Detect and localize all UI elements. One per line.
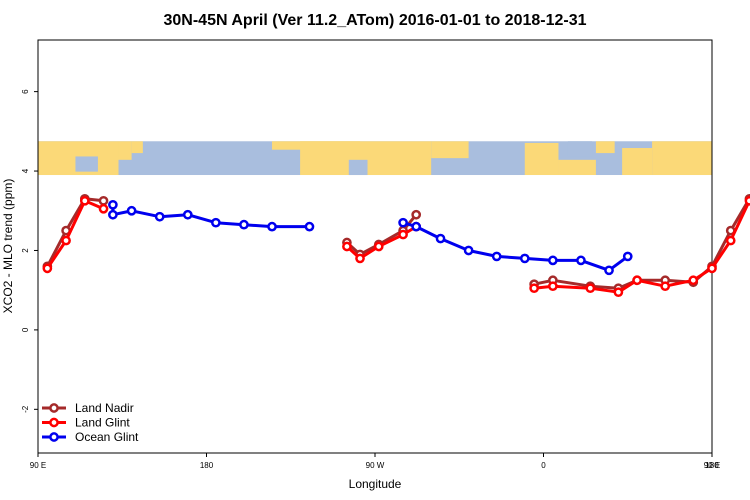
data-point xyxy=(398,229,408,240)
series-line xyxy=(533,199,750,294)
data-point xyxy=(211,217,221,228)
world-map-strip xyxy=(38,141,712,176)
map-land xyxy=(431,141,469,159)
x-tick-label: 90 E xyxy=(30,461,46,470)
data-point xyxy=(411,209,422,220)
data-point xyxy=(725,235,736,246)
data-point xyxy=(355,253,365,264)
data-point xyxy=(154,211,165,222)
map-land xyxy=(524,142,559,176)
data-point xyxy=(519,253,530,264)
data-point xyxy=(108,199,118,210)
data-point xyxy=(98,195,109,206)
y-tick-label: 4 xyxy=(21,168,30,173)
map-bay xyxy=(348,159,368,176)
map-land xyxy=(622,148,653,176)
data-point xyxy=(239,219,249,230)
data-point xyxy=(744,195,750,206)
data-point xyxy=(79,195,90,206)
data-point xyxy=(411,221,422,232)
data-point xyxy=(108,209,118,220)
data-point xyxy=(660,281,671,292)
x-tick-label: 0 xyxy=(541,461,546,470)
data-point xyxy=(529,283,539,294)
data-point xyxy=(61,235,71,246)
legend-label: Land Glint xyxy=(75,416,130,430)
y-axis: -2 0 2 4 6 xyxy=(21,89,38,413)
series-ocean-glint xyxy=(108,199,633,276)
y-tick-label: 0 xyxy=(21,327,30,332)
chart-title: 30N-45N April (Ver 11.2_ATom) 2016-01-01… xyxy=(163,12,586,29)
y-tick-label: 2 xyxy=(21,248,30,253)
data-point xyxy=(585,283,596,294)
data-point xyxy=(491,251,502,262)
map-bay xyxy=(567,141,593,157)
map-land xyxy=(118,141,132,160)
map-land xyxy=(558,159,596,176)
data-point xyxy=(688,275,699,286)
data-point xyxy=(126,205,137,216)
legend-marker xyxy=(49,403,59,413)
data-point xyxy=(398,217,408,228)
data-point xyxy=(182,209,193,220)
series-line xyxy=(46,199,105,270)
map-bay xyxy=(75,156,98,172)
data-point xyxy=(42,263,53,274)
series-line xyxy=(533,197,750,290)
map-land xyxy=(595,141,615,154)
data-point xyxy=(604,265,614,276)
data-point xyxy=(613,287,624,298)
data-point xyxy=(373,241,384,252)
series-land-glint xyxy=(42,195,750,298)
data-point xyxy=(267,221,277,232)
series-layer xyxy=(42,193,750,298)
data-point xyxy=(548,255,558,266)
x-tick-label: 90 E xyxy=(704,461,720,470)
y-tick-label: 6 xyxy=(21,89,30,94)
data-point xyxy=(342,241,352,252)
data-point xyxy=(304,221,315,232)
data-point xyxy=(98,203,109,214)
data-point xyxy=(463,245,474,256)
y-axis-label: XCO2 - MLO trend (ppm) xyxy=(1,179,15,314)
map-land xyxy=(652,141,712,176)
series-land-nadir xyxy=(42,193,750,294)
legend-label: Ocean Glint xyxy=(75,430,139,444)
series-line xyxy=(46,197,104,268)
data-point xyxy=(435,233,446,244)
data-point xyxy=(632,275,642,286)
map-land xyxy=(131,141,143,154)
x-tick-label: 90 W xyxy=(366,461,385,470)
data-point xyxy=(622,251,633,262)
data-point xyxy=(576,255,586,266)
x-tick-label: 180 xyxy=(200,461,214,470)
x-axis-label: Longitude xyxy=(349,477,402,491)
legend-marker xyxy=(49,417,59,428)
legend-marker xyxy=(49,432,59,442)
data-point xyxy=(707,263,717,274)
y-tick-label: -2 xyxy=(21,405,30,413)
series-line xyxy=(402,221,629,272)
x-tick-label: 180 xyxy=(705,461,719,470)
legend-label: Land Nadir xyxy=(75,401,134,415)
data-point xyxy=(548,281,558,292)
